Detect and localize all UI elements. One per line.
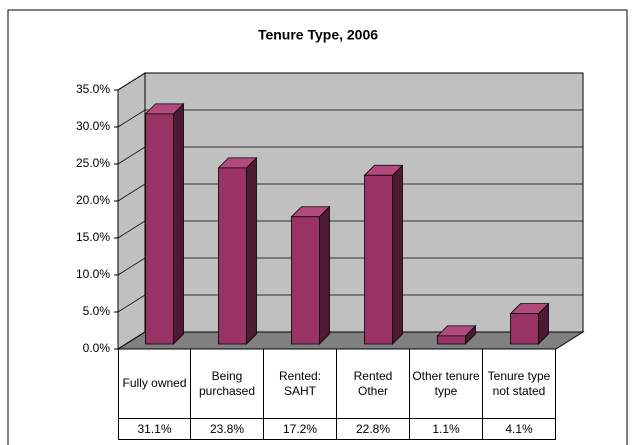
y-tick-label: 5.0%	[83, 304, 111, 318]
bar	[217, 156, 258, 345]
bar-side	[319, 205, 330, 345]
bar-front	[510, 313, 539, 345]
grid-line	[117, 183, 583, 202]
value-cell: 1.1%	[410, 419, 483, 440]
value-cell: 23.8%	[191, 419, 264, 440]
bar-front	[218, 167, 247, 345]
bar	[144, 102, 185, 345]
bar	[290, 205, 331, 345]
grid-line	[117, 220, 583, 239]
category-cell: Rented: SAHT	[264, 349, 337, 419]
bar	[363, 164, 404, 345]
bar-front	[145, 113, 174, 345]
bar-side	[173, 102, 184, 345]
bar-front	[364, 174, 393, 345]
category-cell: Being purchased	[191, 349, 264, 419]
bar	[509, 302, 550, 345]
value-cell: 31.1%	[118, 419, 191, 440]
grid-line	[117, 257, 583, 276]
side-wall	[117, 72, 146, 350]
y-tick-label: 30.0%	[76, 119, 110, 133]
y-tick-label: 35.0%	[76, 82, 110, 96]
value-cell: 17.2%	[264, 419, 337, 440]
y-tick-label: 20.0%	[76, 193, 110, 207]
bar-front	[291, 216, 320, 345]
bar-side	[392, 164, 403, 345]
category-cell: Rented Other	[337, 349, 410, 419]
grid-line	[117, 109, 583, 128]
grid-line	[117, 294, 583, 313]
bar-front	[437, 335, 466, 345]
grid-line	[117, 72, 583, 91]
y-tick-label: 10.0%	[76, 267, 110, 281]
bar	[436, 324, 477, 345]
y-tick-label: 0.0%	[83, 341, 111, 355]
grid-line	[117, 331, 583, 350]
chart-title: Tenure Type, 2006	[258, 27, 378, 43]
y-tick-label: 15.0%	[76, 230, 110, 244]
grid-line	[117, 146, 583, 165]
bar-side	[246, 156, 257, 345]
value-cell: 4.1%	[483, 419, 556, 440]
y-tick-label: 25.0%	[76, 156, 110, 170]
value-cell: 22.8%	[337, 419, 410, 440]
category-cell: Other tenure type	[410, 349, 483, 419]
back-wall	[144, 72, 584, 333]
category-cell: Fully owned	[118, 349, 191, 419]
category-cell: Tenure type not stated	[483, 349, 556, 419]
